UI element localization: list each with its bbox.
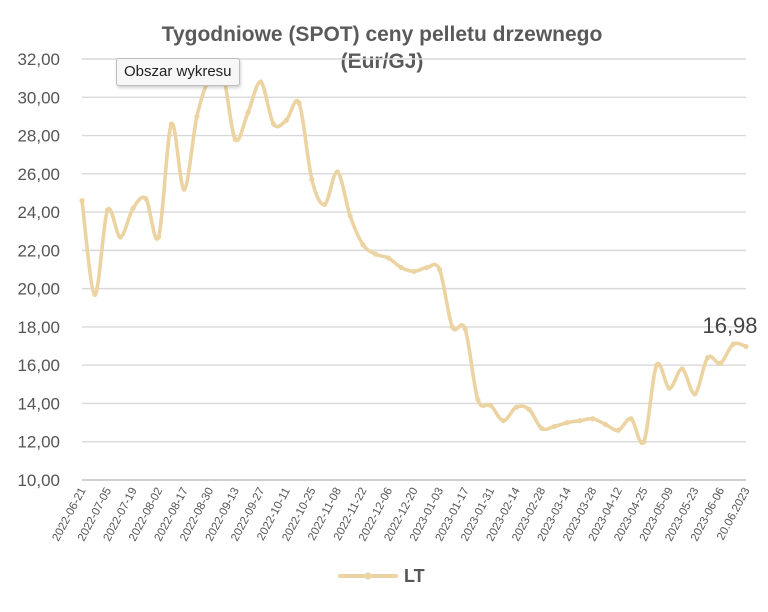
data-point: [551, 423, 558, 430]
data-point: [654, 362, 660, 368]
data-point: [717, 360, 724, 366]
data-point: [347, 213, 353, 219]
data-point: [411, 268, 417, 275]
data-point: [130, 205, 136, 211]
y-tick-label: 30,00: [17, 88, 60, 107]
series-lt: [79, 66, 749, 446]
data-point: [705, 354, 711, 361]
data-point: [296, 100, 302, 106]
data-point: [283, 117, 289, 123]
data-point: [500, 418, 506, 424]
chart-area-tooltip: Obszar wykresu: [116, 58, 240, 86]
data-point: [679, 366, 685, 372]
data-point: [360, 242, 366, 248]
legend: LT: [338, 566, 425, 586]
data-point: [641, 439, 647, 445]
chart-title-line-1: Tygodniowe (SPOT) ceny pelletu drzewnego: [162, 23, 603, 46]
data-point: [730, 341, 736, 347]
data-point: [181, 186, 187, 192]
y-axis-ticks: 10,00 12,00 14,00 16,00 18,00 20,00 22,00 24,00…: [17, 50, 60, 490]
data-point: [628, 416, 634, 422]
data-point: [692, 391, 698, 397]
data-point: [322, 201, 328, 208]
data-point: [194, 113, 200, 120]
series-line-lt: [80, 66, 748, 446]
data-point: [602, 421, 609, 428]
data-point: [615, 427, 621, 433]
data-point: [513, 404, 519, 410]
data-point: [577, 418, 583, 424]
data-point: [143, 196, 149, 202]
data-point: [245, 109, 251, 116]
data-point: [104, 207, 111, 213]
y-tick-label: 20,00: [17, 280, 60, 299]
chart-title-line-2: (Eur/GJ): [341, 50, 424, 73]
y-tick-label: 16,00: [17, 356, 60, 375]
data-point: [449, 324, 455, 330]
data-point: [168, 121, 174, 127]
data-point: [334, 169, 340, 175]
y-tick-label: 26,00: [17, 165, 60, 184]
data-point: [309, 176, 315, 183]
data-point: [373, 251, 379, 257]
data-point: [79, 198, 85, 204]
data-point: [743, 343, 749, 350]
data-point: [156, 234, 162, 240]
data-point: [398, 264, 404, 271]
data-label-last-value: 16,98: [702, 313, 757, 338]
data-point: [475, 397, 481, 403]
data-point: [488, 402, 494, 408]
data-point: [258, 79, 264, 85]
data-point: [92, 291, 98, 297]
y-tick-label: 32,00: [17, 50, 60, 69]
data-point: [385, 255, 392, 261]
y-tick-label: 12,00: [17, 433, 60, 452]
data-point: [590, 416, 596, 422]
data-point: [117, 234, 123, 240]
x-axis-ticks: 2022-06-212022-07-052022-07-192022-08-02…: [50, 485, 752, 543]
y-tick-label: 10,00: [17, 471, 60, 490]
legend-label-lt: LT: [404, 566, 425, 586]
y-tick-label: 18,00: [17, 318, 60, 337]
y-tick-label: 28,00: [17, 127, 60, 146]
y-tick-label: 24,00: [17, 203, 60, 222]
data-point: [539, 425, 545, 431]
data-point: [462, 326, 468, 332]
data-point: [424, 264, 430, 271]
y-tick-label: 14,00: [17, 394, 60, 413]
data-point: [666, 385, 672, 391]
data-point: [526, 406, 532, 412]
data-point: [436, 266, 443, 273]
data-point: [270, 121, 277, 127]
data-point: [564, 419, 570, 426]
y-tick-label: 22,00: [17, 241, 60, 260]
data-point: [232, 136, 238, 142]
legend-marker-lt: [364, 572, 372, 580]
